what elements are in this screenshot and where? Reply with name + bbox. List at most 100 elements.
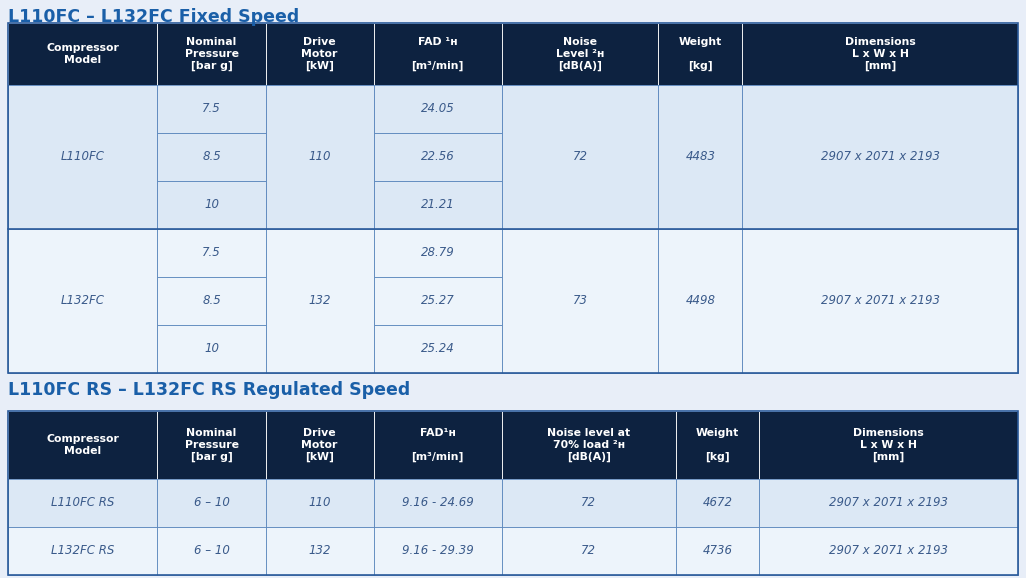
Bar (373, 479, 502, 527)
Bar (8, 527, 157, 575)
Text: L110FC: L110FC (61, 150, 105, 164)
Bar (8, 479, 157, 527)
Text: 4736: 4736 (703, 544, 733, 558)
Bar (266, 229, 373, 373)
Bar (157, 479, 266, 527)
Text: 72: 72 (573, 150, 588, 164)
Bar (502, 325, 659, 373)
Bar (8, 133, 157, 181)
Text: 132: 132 (309, 544, 330, 558)
Bar (502, 479, 675, 527)
Bar (8, 325, 157, 373)
Bar (759, 411, 1018, 479)
Bar (8, 229, 157, 373)
Bar (659, 229, 742, 277)
Text: 110: 110 (309, 150, 330, 164)
Bar (8, 181, 157, 229)
Bar (742, 23, 1018, 85)
Bar (8, 23, 1018, 373)
Text: 4672: 4672 (703, 497, 733, 509)
Bar (502, 133, 659, 181)
Bar (157, 277, 266, 325)
Text: 6 – 10: 6 – 10 (194, 544, 230, 558)
Text: Nominal
Pressure
[bar g]: Nominal Pressure [bar g] (185, 37, 238, 71)
Text: 132: 132 (309, 295, 330, 307)
Text: Drive
Motor
[kW]: Drive Motor [kW] (302, 37, 338, 71)
Text: 6 – 10: 6 – 10 (194, 497, 230, 509)
Bar (659, 229, 742, 373)
Bar (373, 411, 502, 479)
Text: 10: 10 (204, 343, 219, 355)
Text: Weight

[kg]: Weight [kg] (696, 428, 739, 462)
Bar (759, 527, 1018, 575)
Bar (373, 527, 502, 575)
Bar (675, 479, 759, 527)
Bar (373, 277, 502, 325)
Bar (8, 85, 157, 229)
Bar (266, 181, 373, 229)
Bar (157, 85, 266, 133)
Text: 2907 x 2071 x 2193: 2907 x 2071 x 2193 (821, 150, 940, 164)
Bar (675, 527, 759, 575)
Text: 73: 73 (573, 295, 588, 307)
Bar (502, 277, 659, 325)
Bar (8, 411, 157, 479)
Bar (742, 85, 1018, 229)
Text: 8.5: 8.5 (202, 150, 221, 164)
Bar (742, 277, 1018, 325)
Bar (502, 23, 659, 85)
Text: 4498: 4498 (685, 295, 715, 307)
Bar (373, 133, 502, 181)
Bar (502, 527, 675, 575)
Bar (266, 23, 373, 85)
Text: 9.16 - 24.69: 9.16 - 24.69 (402, 497, 474, 509)
Bar (157, 23, 266, 85)
Text: 2907 x 2071 x 2193: 2907 x 2071 x 2193 (829, 497, 948, 509)
Bar (502, 229, 659, 373)
Text: 10: 10 (204, 198, 219, 212)
Text: Noise level at
70% load ²ʜ
[dB(A)]: Noise level at 70% load ²ʜ [dB(A)] (547, 428, 630, 462)
Bar (659, 85, 742, 133)
Bar (266, 325, 373, 373)
Bar (157, 229, 266, 277)
Text: 8.5: 8.5 (202, 295, 221, 307)
Bar (266, 411, 373, 479)
Bar (742, 229, 1018, 373)
Text: 110: 110 (309, 497, 330, 509)
Bar (266, 229, 373, 277)
Text: L110FC RS – L132FC RS Regulated Speed: L110FC RS – L132FC RS Regulated Speed (8, 381, 410, 399)
Text: Compressor
Model: Compressor Model (46, 43, 119, 65)
Bar (8, 229, 157, 277)
Bar (502, 181, 659, 229)
Text: L110FC – L132FC Fixed Speed: L110FC – L132FC Fixed Speed (8, 8, 300, 26)
Bar (373, 23, 502, 85)
Bar (502, 85, 659, 229)
Text: FAD¹ʜ

[m³/min]: FAD¹ʜ [m³/min] (411, 428, 464, 462)
Text: 4483: 4483 (685, 150, 715, 164)
Text: Drive
Motor
[kW]: Drive Motor [kW] (302, 428, 338, 462)
Bar (157, 411, 266, 479)
Text: 72: 72 (582, 544, 596, 558)
Bar (659, 133, 742, 181)
Bar (266, 85, 373, 229)
Text: 25.27: 25.27 (421, 295, 455, 307)
Bar (742, 181, 1018, 229)
Text: 2907 x 2071 x 2193: 2907 x 2071 x 2193 (829, 544, 948, 558)
Bar (659, 277, 742, 325)
Bar (8, 23, 157, 85)
Bar (759, 479, 1018, 527)
Bar (373, 85, 502, 133)
Bar (742, 325, 1018, 373)
Text: 72: 72 (582, 497, 596, 509)
Bar (502, 411, 675, 479)
Text: L132FC: L132FC (61, 295, 105, 307)
Bar (157, 527, 266, 575)
Bar (659, 181, 742, 229)
Text: 7.5: 7.5 (202, 102, 221, 116)
Text: Weight

[kg]: Weight [kg] (679, 37, 722, 71)
Text: 25.24: 25.24 (421, 343, 455, 355)
Bar (157, 325, 266, 373)
Text: 9.16 - 29.39: 9.16 - 29.39 (402, 544, 474, 558)
Bar (373, 325, 502, 373)
Bar (8, 85, 157, 133)
